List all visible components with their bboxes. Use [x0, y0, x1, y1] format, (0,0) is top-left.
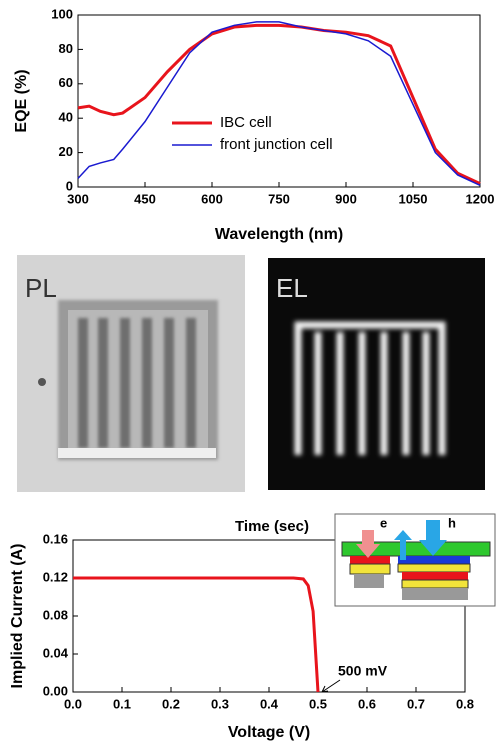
x-tick-label: 450 [134, 191, 156, 206]
x-tick-label: 0.2 [162, 696, 180, 711]
data-line [77, 21, 481, 186]
y-tick-label: 60 [59, 75, 73, 90]
image-label: EL [276, 273, 308, 303]
inset-label: h [448, 515, 456, 530]
x-tick-label: 600 [201, 191, 223, 206]
y-axis-title: Implied Current (A) [9, 544, 26, 689]
el-image: EL [268, 258, 485, 490]
annotation-arrow [321, 679, 341, 693]
image-label: PL [25, 273, 57, 303]
y-tick-label: 20 [59, 144, 73, 159]
inset-label: e [380, 515, 387, 530]
y-tick-label: 80 [59, 41, 73, 56]
pl-image: PL [17, 255, 245, 492]
x-tick-label: 0.4 [260, 696, 279, 711]
y-tick-label: 0.16 [43, 531, 68, 546]
y-tick-label: 40 [59, 110, 73, 125]
y-tick-label: 0 [66, 178, 73, 193]
y-tick-label: 0.12 [43, 569, 68, 584]
x-tick-label: 0.7 [407, 696, 425, 711]
y-tick-label: 0.04 [43, 645, 69, 660]
x-tick-label: 0.0 [64, 696, 82, 711]
x-tick-label: 0.3 [211, 696, 229, 711]
top-label: Time (sec) [235, 518, 309, 535]
x-tick-label: 1050 [399, 191, 428, 206]
y-tick-label: 0.00 [43, 683, 68, 698]
x-tick-label: 300 [67, 191, 89, 206]
x-axis-title: Voltage (V) [228, 724, 310, 741]
x-tick-label: 750 [268, 191, 290, 206]
x-tick-label: 900 [335, 191, 357, 206]
x-tick-label: 0.1 [113, 696, 131, 711]
legend-label: IBC cell [220, 114, 272, 131]
y-tick-label: 100 [51, 6, 73, 21]
legend-label: front junction cell [220, 136, 333, 153]
data-line [77, 23, 481, 185]
x-tick-label: 1200 [466, 191, 495, 206]
x-axis-title: Wavelength (nm) [215, 226, 343, 243]
data-line [73, 576, 320, 693]
x-tick-label: 0.5 [309, 696, 327, 711]
x-tick-label: 0.6 [358, 696, 376, 711]
x-tick-label: 0.8 [456, 696, 474, 711]
y-axis-title: EQE (%) [13, 69, 30, 132]
annotation: 500 mV [338, 663, 388, 679]
inset-diagram: e h [334, 513, 496, 607]
y-tick-label: 0.08 [43, 607, 68, 622]
